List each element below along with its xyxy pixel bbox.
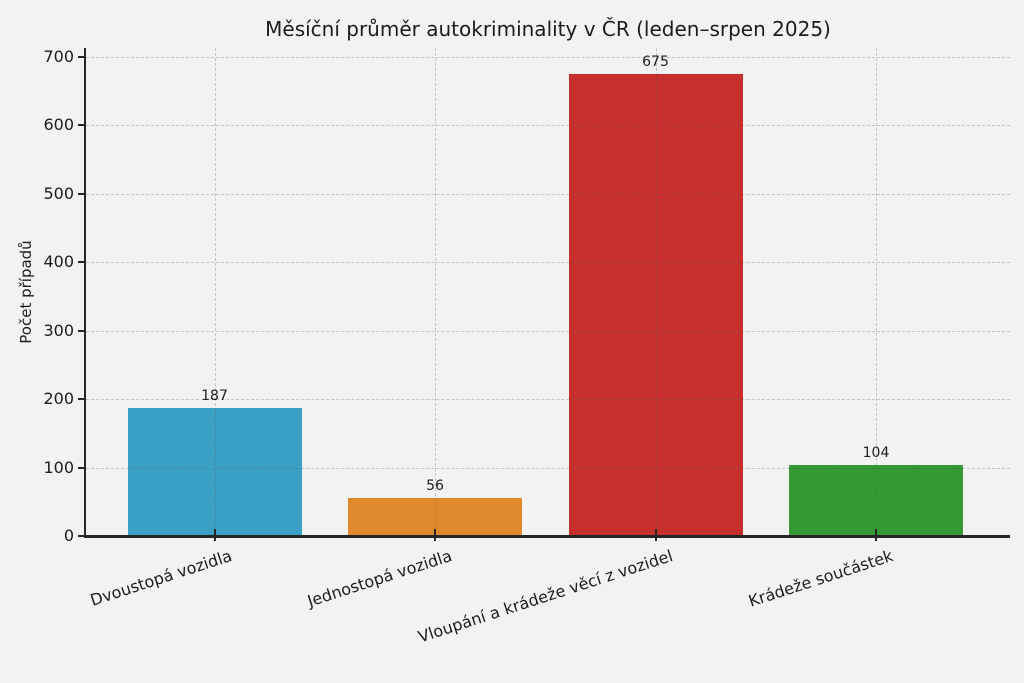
- y-axis-spine: [84, 48, 86, 536]
- x-tick-vloupani-a-kradeze-veci-z-vozidel: [654, 529, 657, 541]
- y-gridline-600: [86, 125, 1010, 127]
- y-tick-100: [78, 466, 85, 469]
- bar-vloupani-a-kradeze-veci-z-vozidel: [568, 74, 743, 536]
- y-tick-label: 400: [43, 252, 74, 272]
- y-tick-0: [78, 535, 85, 537]
- bar-value-label: 104: [862, 444, 890, 461]
- y-gridline-300: [86, 330, 1010, 332]
- y-tick-label: 100: [43, 457, 74, 477]
- x-tick-jednostopa-vozidla: [434, 529, 436, 541]
- y-tick-400: [78, 261, 85, 264]
- plot-area: 187 56 675 104: [86, 48, 1010, 536]
- y-tick-label: 0: [63, 526, 74, 545]
- x-gridline-jednostopa-vozidla: [435, 48, 436, 536]
- bar-value-label: 187: [201, 388, 228, 405]
- x-gridline-kradeze-soucastek: [876, 48, 877, 536]
- x-tick-label-jednostopa-vozidla: Jednostopá vozidla: [305, 546, 455, 611]
- x-tick-kradeze-soucastek: [875, 529, 877, 541]
- y-tick-300: [78, 329, 85, 332]
- y-gridline-200: [86, 399, 1010, 401]
- y-tick-label: 700: [43, 47, 74, 66]
- x-axis-spine: [84, 535, 1010, 538]
- x-gridline-dvoustopa-vozidla: [214, 48, 216, 536]
- x-tick-dvoustopa-vozidla: [213, 529, 216, 541]
- y-tick-label: 300: [43, 320, 74, 340]
- y-gridline-500: [86, 193, 1010, 195]
- y-tick-200: [78, 398, 85, 401]
- y-tick-700: [78, 56, 85, 58]
- chart-title: Měsíční průměr autokriminality v ČR (led…: [265, 17, 831, 41]
- y-gridline-700: [86, 57, 1010, 58]
- x-tick-label-kradeze-soucastek: Krádeže součástek: [746, 546, 896, 611]
- y-gridline-100: [86, 467, 1010, 469]
- bar-value-label: 675: [642, 54, 669, 71]
- y-gridline-400: [86, 262, 1010, 264]
- y-tick-label: 600: [43, 115, 74, 135]
- x-tick-label-dvoustopa-vozidla: Dvoustopá vozidla: [87, 546, 235, 610]
- bar-value-label: 56: [426, 477, 444, 494]
- bar-kradeze-soucastek: [789, 464, 963, 536]
- y-tick-600: [78, 124, 85, 127]
- y-tick-label: 500: [43, 183, 74, 203]
- x-gridline-vloupani-a-kradeze-veci-z-vozidel: [655, 48, 657, 536]
- bar-dvoustopa-vozidla: [127, 408, 302, 536]
- y-tick-500: [78, 192, 85, 195]
- x-tick-label-vloupani-a-kradeze-veci-z-vozidel: Vloupání a krádeže věcí z vozidel: [415, 546, 676, 647]
- y-tick-label: 200: [43, 389, 74, 409]
